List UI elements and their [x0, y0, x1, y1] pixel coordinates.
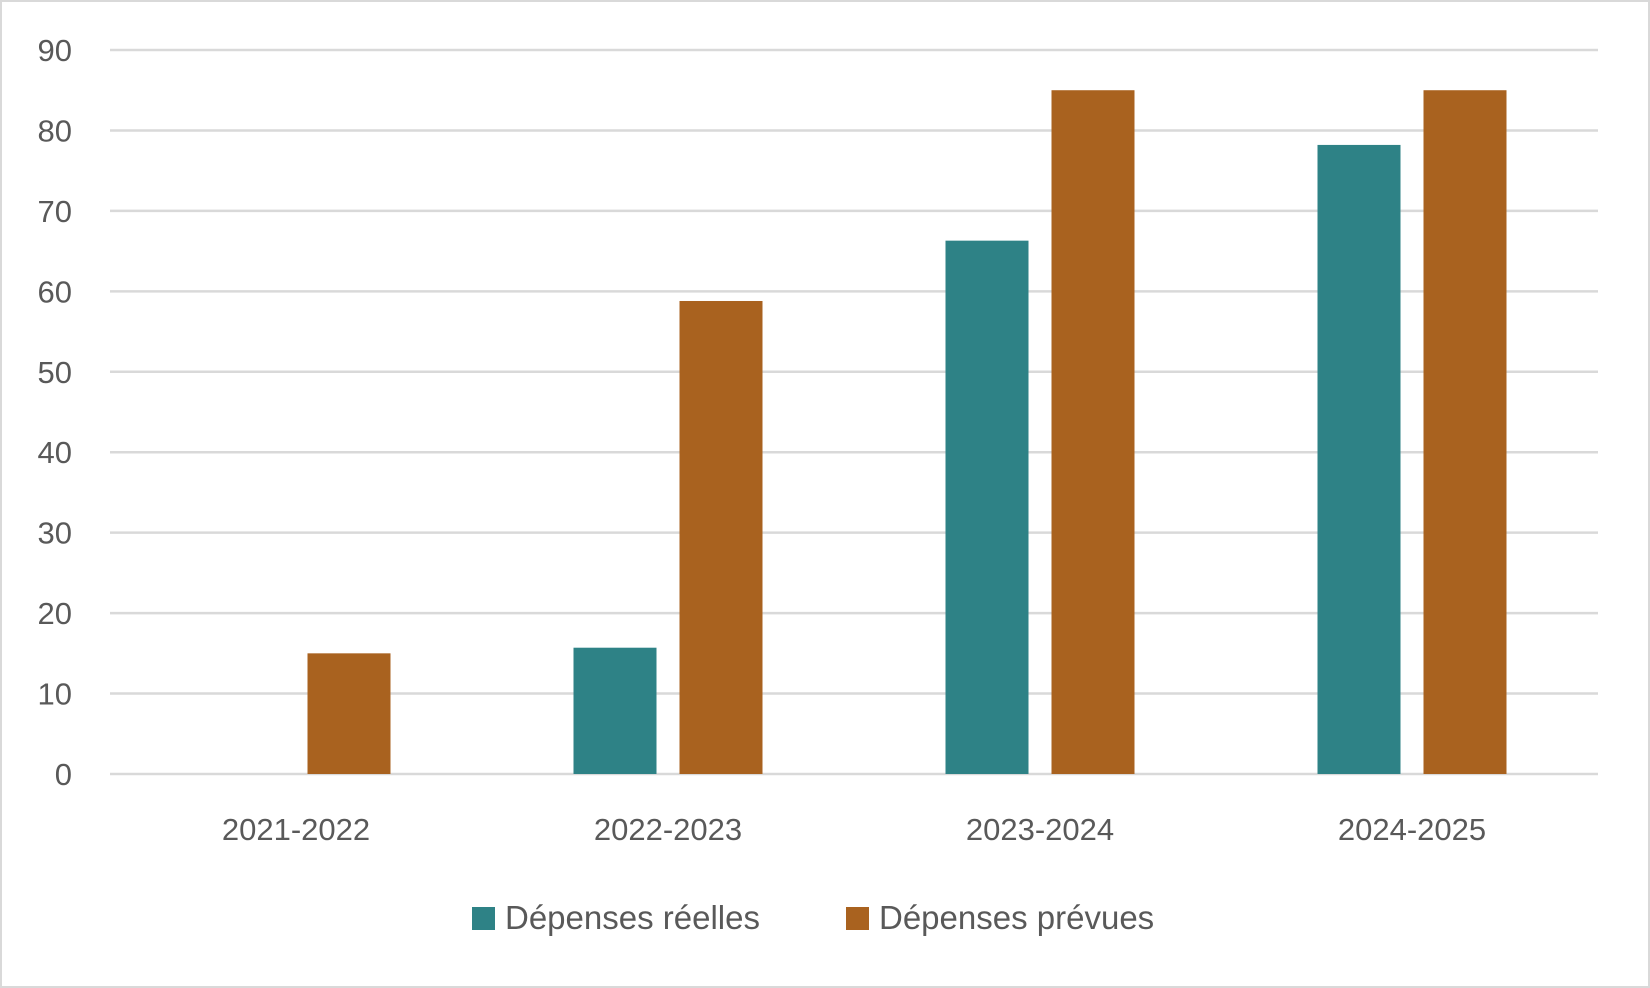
y-tick-label-60: 60	[38, 274, 72, 309]
x-tick-label-2023-2024: 2023-2024	[966, 812, 1114, 847]
y-tick-label-50: 50	[38, 355, 72, 390]
bar-2023-2024-series-2	[1051, 90, 1135, 774]
bar-2024-2025-series-1	[1317, 144, 1401, 774]
x-tick-label-2021-2022: 2021-2022	[222, 812, 370, 847]
y-tick-label-90: 90	[38, 33, 72, 68]
y-tick-label-30: 30	[38, 516, 72, 551]
legend-label-1: Dépenses réelles	[505, 899, 760, 936]
y-tick-label-70: 70	[38, 194, 72, 229]
bar-2022-2023-series-2	[679, 300, 763, 774]
legend-swatch-2	[846, 907, 869, 930]
y-tick-label-0: 0	[55, 757, 72, 792]
x-tick-label-2024-2025: 2024-2025	[1338, 812, 1486, 847]
y-axis-ticks: 0 10 20 30 40 50 60 70 80 90	[38, 33, 72, 792]
legend: Dépenses réelles Dépenses prévues	[472, 899, 1154, 936]
bar-2024-2025-series-2	[1423, 90, 1507, 774]
y-tick-label-10: 10	[38, 677, 72, 712]
legend-label-2: Dépenses prévues	[879, 899, 1154, 936]
legend-swatch-1	[472, 907, 495, 930]
bars	[307, 90, 1507, 775]
bar-2021-2022-series-2	[307, 653, 391, 774]
bar-2023-2024-series-1	[945, 240, 1029, 775]
x-axis-ticks: 2021-2022 2022-2023 2023-2024 2024-2025	[222, 812, 1486, 847]
y-tick-label-80: 80	[38, 113, 72, 148]
bar-2022-2023-series-1	[573, 647, 657, 774]
x-tick-label-2022-2023: 2022-2023	[594, 812, 742, 847]
y-tick-label-40: 40	[38, 435, 72, 470]
y-tick-label-20: 20	[38, 596, 72, 631]
